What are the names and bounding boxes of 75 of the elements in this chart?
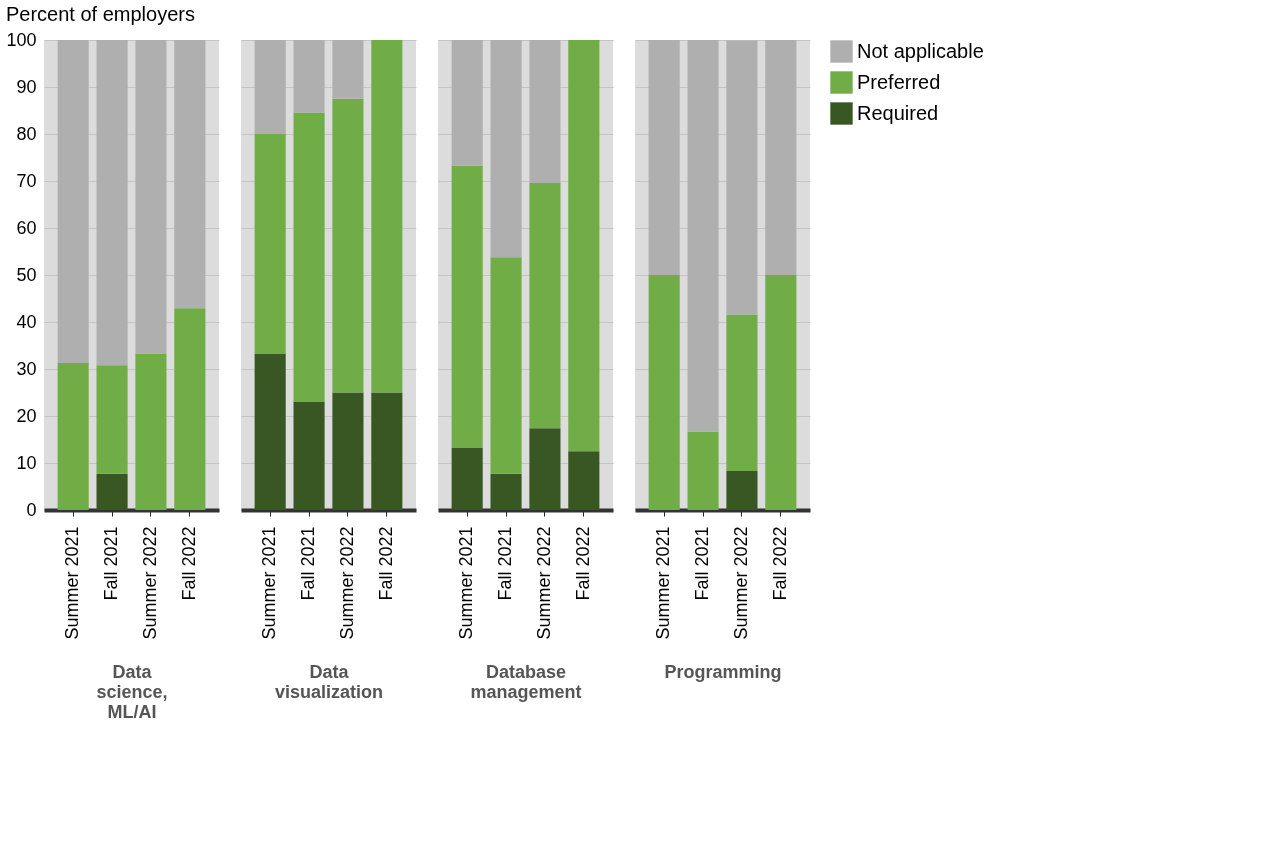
bar	[332, 98, 364, 393]
bar	[529, 182, 561, 429]
bar	[371, 392, 403, 510]
x-tick-label: Summer 2021	[259, 526, 280, 640]
x-axis-title: Programming	[664, 661, 782, 682]
x-tick-label: Fall 2021	[692, 526, 713, 601]
legend-label: Required	[857, 101, 939, 124]
x-tick-label: Summer 2021	[456, 526, 477, 640]
bar	[254, 40, 286, 134]
bar	[293, 112, 325, 402]
bar	[332, 392, 364, 510]
y-tick-label: 70	[16, 170, 37, 191]
x-axis-title: Data science, ML/AI	[96, 661, 168, 722]
bar	[490, 257, 522, 474]
y-tick-label: 50	[16, 264, 37, 285]
x-tick-label: Summer 2022	[336, 526, 357, 640]
y-tick-label: 0	[26, 499, 37, 520]
y-tick-label: 100	[6, 29, 37, 50]
y-tick-label: 20	[16, 405, 37, 426]
bar	[135, 40, 167, 354]
x-tick-label: Fall 2022	[375, 526, 396, 601]
bar	[254, 353, 286, 510]
bar	[57, 40, 89, 363]
chart-title: Percent of employers	[5, 3, 195, 25]
bar	[529, 40, 561, 183]
x-tick-label: Fall 2022	[178, 526, 199, 601]
bar	[568, 40, 600, 452]
bar	[451, 40, 483, 166]
y-tick-label: 40	[16, 311, 37, 332]
bar	[57, 362, 89, 510]
bar	[293, 40, 325, 113]
x-tick-label: Fall 2021	[101, 526, 122, 601]
bar	[726, 40, 758, 315]
y-tick-label: 60	[16, 217, 37, 238]
bar	[96, 40, 128, 366]
bar	[451, 447, 483, 510]
bar	[568, 451, 600, 510]
y-tick-label: 90	[16, 76, 37, 97]
x-tick-label: Fall 2021	[298, 526, 319, 601]
y-tick-label: 10	[16, 452, 37, 473]
bar	[765, 40, 797, 275]
x-tick-label: Fall 2022	[769, 526, 790, 601]
bar	[490, 473, 522, 510]
bar	[174, 308, 206, 510]
bar	[687, 40, 719, 432]
x-tick-label: Summer 2022	[139, 526, 160, 640]
y-tick-label: 30	[16, 358, 37, 379]
x-tick-label: Summer 2021	[62, 526, 83, 640]
bar	[648, 275, 680, 510]
bar	[529, 428, 561, 510]
bar	[332, 40, 364, 99]
bar	[174, 40, 206, 309]
legend-label: Not applicable	[857, 39, 984, 62]
bar	[96, 473, 128, 510]
bar	[96, 365, 128, 474]
bar	[254, 134, 286, 354]
x-tick-label: Summer 2021	[653, 526, 674, 640]
x-tick-label: Fall 2022	[572, 526, 593, 601]
bar	[490, 40, 522, 258]
bar	[726, 314, 758, 471]
x-tick-label: Summer 2022	[533, 526, 554, 640]
bar	[451, 165, 483, 448]
bar	[293, 401, 325, 510]
x-axis-title: Data visualization	[274, 661, 384, 702]
bar	[726, 470, 758, 510]
bar	[135, 353, 167, 510]
legend-label: Preferred	[857, 70, 941, 93]
y-tick-label: 80	[16, 123, 37, 144]
x-tick-label: Fall 2021	[495, 526, 516, 601]
x-axis-title: Database management	[470, 661, 582, 702]
bar	[371, 40, 403, 393]
bar	[687, 431, 719, 510]
bar	[765, 275, 797, 510]
x-tick-label: Summer 2022	[730, 526, 751, 640]
bar	[648, 40, 680, 275]
